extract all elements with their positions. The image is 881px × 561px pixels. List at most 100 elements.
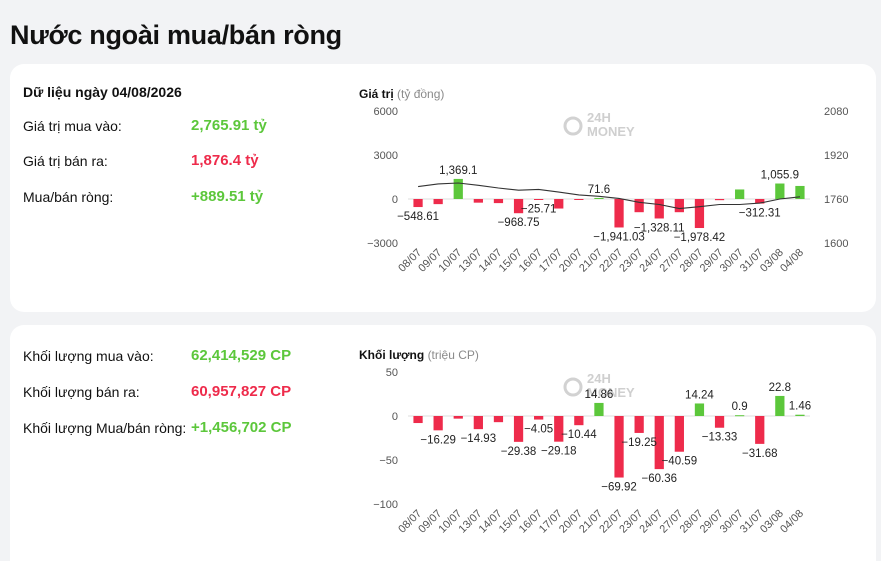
value-index-line bbox=[418, 182, 801, 210]
buy-value-label: Giá trị mua vào: bbox=[23, 118, 122, 134]
volume-data-label: 22.8 bbox=[769, 382, 791, 394]
volume-bar bbox=[714, 416, 725, 428]
value-bar bbox=[453, 178, 463, 199]
value-bar bbox=[534, 199, 544, 200]
volume-bar bbox=[594, 402, 604, 416]
value-data-label: −1,978.42 bbox=[674, 232, 725, 244]
volume-bar bbox=[554, 416, 564, 442]
value-ytick-right-label: 2080 bbox=[824, 106, 848, 118]
volume-chart-unit: (triệu CP) bbox=[427, 348, 479, 362]
sell-volume-label: Khối lượng bán ra: bbox=[23, 384, 140, 400]
volume-bar bbox=[674, 416, 684, 452]
volume-watermark-line1: 24H bbox=[587, 371, 611, 386]
value-bar bbox=[714, 199, 725, 201]
value-watermark-line1: 24H bbox=[587, 110, 611, 125]
value-bar bbox=[735, 189, 745, 199]
volume-xtick-label: 04/08 bbox=[778, 508, 806, 536]
volume-bar bbox=[775, 395, 785, 416]
volume-data-label: −29.38 bbox=[501, 446, 537, 458]
volume-data-label: −10.44 bbox=[561, 429, 597, 441]
value-bar bbox=[413, 199, 423, 208]
buy-volume-label: Khối lượng mua vào: bbox=[23, 348, 154, 364]
value-bar bbox=[775, 183, 785, 199]
value-data-label: −312.31 bbox=[739, 208, 781, 220]
volume-data-label: −16.29 bbox=[420, 434, 456, 446]
volume-bar bbox=[694, 403, 705, 416]
value-ytick-right-label: 1600 bbox=[824, 238, 848, 250]
value-bar bbox=[594, 197, 604, 199]
net-value-label: Mua/bán ròng: bbox=[23, 189, 114, 205]
value-ytick-right-label: 1920 bbox=[824, 150, 848, 162]
volume-bar bbox=[473, 416, 483, 430]
value-ytick-right-label: 1760 bbox=[824, 194, 848, 206]
value-data-label: −1,328.11 bbox=[634, 222, 685, 234]
value-bar bbox=[654, 199, 664, 219]
volume-data-label: −29.18 bbox=[541, 446, 577, 458]
sell-volume: 60,957,827 CP bbox=[191, 383, 292, 400]
volume-bar bbox=[755, 416, 765, 444]
value-bar bbox=[614, 199, 624, 228]
volume-bar bbox=[493, 416, 504, 423]
value-bar bbox=[473, 199, 483, 203]
volume-data-label: 1.46 bbox=[789, 401, 811, 413]
volume-card: Khối lượng mua vào: 62,414,529 CP Khối l… bbox=[10, 325, 876, 561]
volume-data-label: −60.36 bbox=[642, 473, 678, 485]
value-bar bbox=[634, 199, 644, 213]
value-card: Dữ liệu ngày 04/08/2026 Giá trị mua vào:… bbox=[10, 64, 876, 312]
value-bar bbox=[694, 199, 705, 229]
value-chart-unit: (tỷ đồng) bbox=[397, 87, 445, 101]
volume-chart-title: Khối lượng (triệu CP) bbox=[359, 348, 479, 362]
value-ytick-label: −3000 bbox=[367, 238, 398, 250]
volume-data-label: −69.92 bbox=[601, 482, 637, 494]
volume-data-label: −4.05 bbox=[524, 424, 553, 436]
value-ytick-label: 6000 bbox=[374, 106, 398, 118]
volume-data-label: −40.59 bbox=[662, 456, 698, 468]
value-bar bbox=[674, 199, 684, 213]
volume-data-label: 14.86 bbox=[585, 389, 614, 401]
volume-bar bbox=[634, 416, 644, 433]
value-data-label: −25.71 bbox=[521, 203, 557, 215]
buy-volume: 62,414,529 CP bbox=[191, 347, 292, 364]
value-bar bbox=[513, 199, 524, 214]
data-date-label: Dữ liệu ngày 04/08/2026 bbox=[23, 84, 182, 100]
value-ytick-label: 0 bbox=[392, 194, 398, 206]
volume-bar bbox=[574, 416, 584, 426]
volume-bar bbox=[534, 416, 544, 420]
volume-watermark-line2: MONEY bbox=[587, 385, 635, 400]
value-watermark-line2: MONEY bbox=[587, 124, 635, 139]
volume-ytick-label: 50 bbox=[386, 367, 398, 379]
volume-bar bbox=[614, 416, 624, 478]
volume-data-label: 0.9 bbox=[732, 401, 748, 413]
value-bar bbox=[755, 199, 765, 204]
net-volume: +1,456,702 CP bbox=[191, 419, 292, 436]
value-ytick-label: 3000 bbox=[374, 150, 398, 162]
value-data-label: −968.75 bbox=[498, 217, 540, 229]
value-bar bbox=[795, 185, 805, 199]
value-chart-title-text: Giá trị bbox=[359, 87, 394, 101]
volume-watermark-icon bbox=[563, 377, 583, 397]
value-bar bbox=[433, 199, 443, 205]
value-data-label: 1,055.9 bbox=[761, 170, 799, 182]
value-data-label: 1,369.1 bbox=[439, 165, 477, 177]
value-xtick-label: 04/08 bbox=[778, 247, 806, 275]
value-chart-title: Giá trị (tỷ đồng) bbox=[359, 87, 444, 101]
value-data-label: −548.61 bbox=[397, 211, 439, 223]
volume-bar bbox=[735, 415, 745, 417]
volume-ytick-label: −50 bbox=[379, 455, 398, 467]
value-data-label: 71.6 bbox=[588, 184, 610, 196]
net-value: +889.51 tỷ bbox=[191, 188, 264, 205]
net-volume-label: Khối lượng Mua/bán ròng: bbox=[23, 420, 187, 436]
value-data-label: −1,941.03 bbox=[593, 231, 644, 243]
volume-bar bbox=[413, 416, 423, 424]
sell-value-label: Giá trị bán ra: bbox=[23, 153, 108, 169]
page-title: Nước ngoài mua/bán ròng bbox=[10, 20, 342, 50]
value-bar bbox=[574, 199, 584, 200]
volume-ytick-label: −100 bbox=[373, 499, 398, 511]
volume-chart-title-text: Khối lượng bbox=[359, 348, 425, 362]
volume-bar bbox=[453, 416, 463, 419]
buy-value: 2,765.91 tỷ bbox=[191, 117, 267, 134]
volume-bar bbox=[654, 416, 664, 470]
volume-data-label: −31.68 bbox=[742, 448, 778, 460]
